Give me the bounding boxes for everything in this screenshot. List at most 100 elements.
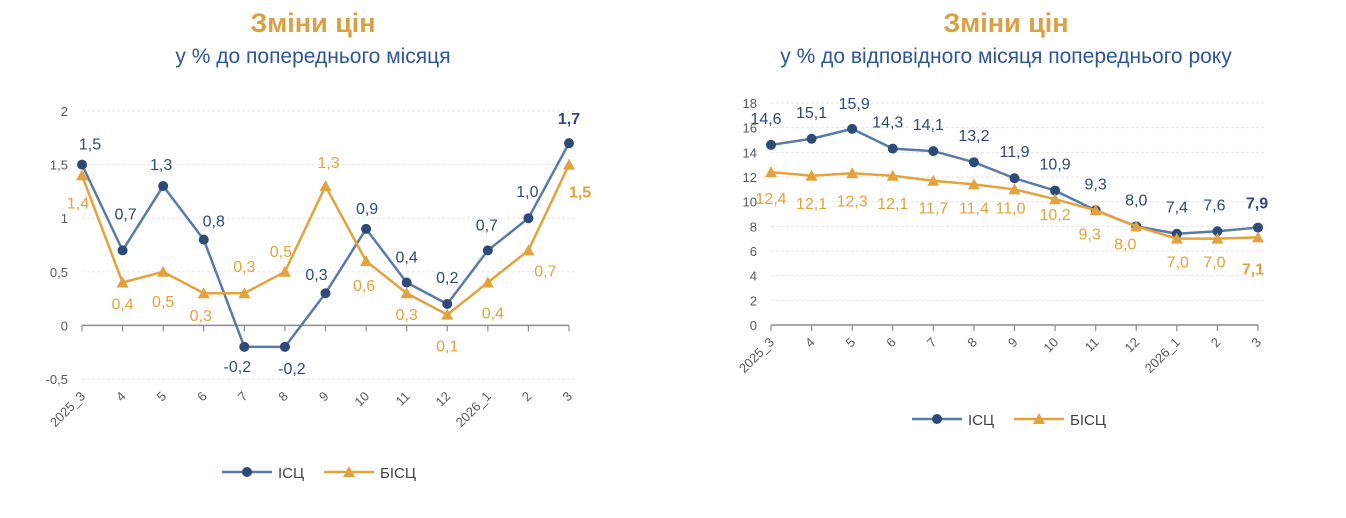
bisc-data-label: 12,3	[837, 193, 868, 210]
left-chart-subtitle: у % до попереднього місяця	[175, 45, 451, 68]
bisc-point	[1008, 183, 1021, 195]
isc-data-label: -0,2	[278, 361, 306, 378]
bisc-data-label: 12,1	[796, 196, 827, 213]
x-tick-label: 4	[802, 335, 818, 351]
x-tick-label: 9	[1005, 335, 1021, 351]
isc-point	[1050, 185, 1061, 196]
isc-point	[806, 133, 817, 144]
bisc-data-label: 0,4	[482, 306, 504, 323]
y-tick-label: 2	[61, 104, 68, 119]
bisc-data-label: 8,0	[1114, 236, 1136, 253]
isc-data-label: 9,3	[1085, 176, 1107, 193]
bisc-point	[157, 265, 170, 277]
legend-triangle-marker	[1033, 413, 1045, 424]
bisc-point	[886, 169, 899, 181]
bisc-point	[927, 174, 940, 186]
bisc-data-label: 0,3	[396, 307, 418, 324]
y-tick-label: 1,5	[50, 158, 68, 173]
bisc-point	[481, 276, 494, 288]
bisc-point	[360, 255, 373, 267]
isc-point	[1212, 226, 1223, 237]
right-chart-title: Зміни цін	[943, 8, 1069, 38]
x-tick-label: 3	[559, 389, 575, 405]
isc-data-label: 1,7	[558, 111, 580, 128]
isc-data-label: 8,0	[1125, 192, 1147, 209]
y-tick-label: 0,5	[50, 265, 68, 280]
x-tick-label: 5	[154, 389, 170, 405]
bisc-point	[765, 166, 777, 178]
right-chart-subtitle: у % до відповідного місяця попереднього …	[780, 45, 1232, 68]
isc-data-label: 10,9	[1040, 157, 1071, 174]
isc-point	[968, 157, 979, 168]
bisc-data-label: 11,7	[918, 201, 948, 218]
isc-point	[239, 341, 250, 352]
isc-data-label: 14,3	[872, 115, 903, 132]
isc-point	[564, 138, 574, 149]
bisc-point	[846, 167, 859, 179]
bisc-data-label: 9,3	[1079, 226, 1101, 243]
bisc-point	[1049, 193, 1062, 205]
x-tick-label: 4	[113, 389, 129, 405]
legend-label: БІСЦ	[380, 465, 416, 482]
legend-circle-marker	[932, 414, 942, 424]
bisc-data-label: 10,2	[1040, 207, 1071, 224]
legend-triangle-marker	[343, 466, 355, 477]
x-tick-label: 11	[393, 389, 413, 409]
bisc-point	[197, 287, 210, 299]
bisc-data-label: 11,0	[996, 200, 1026, 217]
y-tick-label: 1	[61, 211, 68, 226]
legend: ІСЦ БІСЦ	[912, 412, 1106, 429]
x-tick-label: 2	[1208, 335, 1224, 351]
bisc-data-label: 12,4	[755, 191, 786, 208]
isc-data-label: -0,2	[224, 359, 252, 376]
isc-point	[1253, 222, 1263, 233]
left-chart-title: Зміни цін	[250, 8, 376, 38]
isc-point	[1009, 173, 1020, 184]
y-tick-label: 2	[750, 293, 757, 308]
bisc-data-label: 7,0	[1203, 255, 1225, 272]
bisc-point	[116, 276, 129, 288]
x-tick-label: 2025_3	[736, 335, 777, 376]
isc-point	[442, 298, 453, 309]
isc-data-label: 0,7	[476, 217, 498, 234]
y-tick-label: 4	[750, 269, 757, 284]
bisc-point	[278, 265, 291, 277]
legend-label: ІСЦ	[278, 465, 304, 482]
isc-data-label: 0,8	[203, 214, 225, 231]
bisc-point	[400, 287, 413, 299]
isc-data-label: 11,9	[1000, 144, 1030, 161]
isc-point	[361, 223, 372, 234]
x-tick-label: 8	[964, 335, 980, 351]
bisc-data-label: 7,1	[1242, 261, 1264, 278]
legend: ІСЦ БІСЦ	[222, 465, 416, 482]
isc-point	[887, 143, 898, 154]
bisc-data-label: 11,4	[959, 200, 989, 217]
mom-chart: -0,5 0 0,5 1 1,5 2 2025_3 4 5 6 7 8 9 10 11 12 2026_1 2 3 1…	[46, 104, 592, 482]
x-tick-label: 5	[843, 335, 859, 351]
x-tick-label: 3	[1248, 335, 1264, 351]
x-tick-label: 7	[235, 389, 251, 405]
isc-point	[766, 139, 776, 150]
isc-point	[320, 288, 331, 299]
x-tick-label: 12	[433, 389, 454, 410]
y-tick-label: 16	[743, 121, 757, 136]
legend-label: ІСЦ	[968, 412, 994, 429]
y-tick-label: 18	[743, 96, 757, 111]
bisc-point	[76, 169, 88, 181]
bisc-point	[238, 287, 251, 299]
bisc-data-label: 0,6	[353, 278, 375, 295]
bisc-data-label: 1,3	[317, 155, 339, 172]
y-tick-label: 6	[750, 244, 757, 259]
y-tick-label: 0	[750, 318, 757, 333]
isc-point	[117, 245, 128, 256]
isc-data-label: 0,4	[396, 250, 418, 267]
y-tick-label: 0	[61, 318, 68, 333]
bisc-point	[1130, 220, 1143, 232]
x-tick-label: 2026_1	[453, 389, 494, 430]
isc-data-label: 1,3	[150, 157, 172, 174]
x-tick-label: 8	[275, 389, 291, 405]
bisc-point	[1211, 232, 1224, 244]
isc-data-label: 0,2	[436, 270, 458, 287]
legend-circle-marker	[242, 467, 252, 477]
